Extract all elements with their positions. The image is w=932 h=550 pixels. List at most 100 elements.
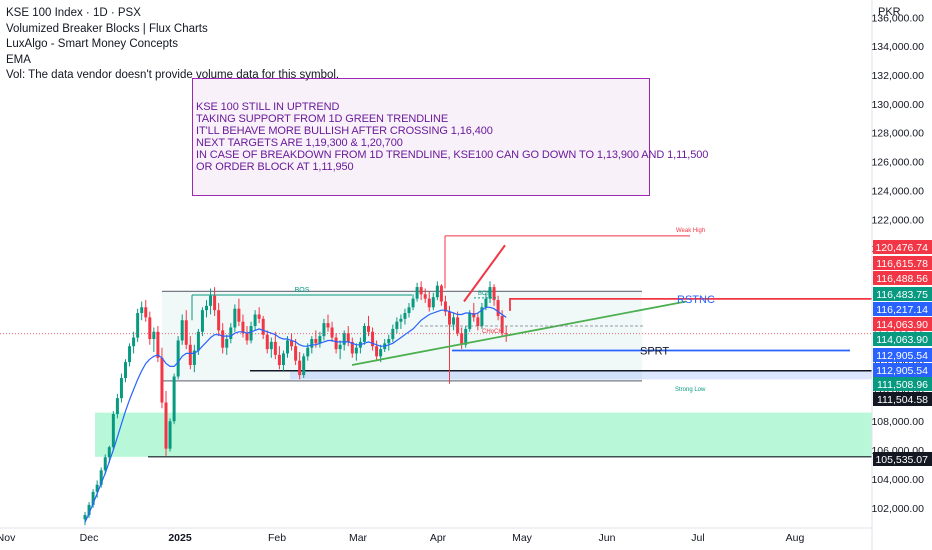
red-projection-line[interactable] (463, 244, 506, 303)
symbol-title[interactable]: KSE 100 Index · 1D · PSX (6, 7, 141, 19)
candle[interactable] (391, 324, 395, 342)
candle[interactable] (241, 314, 245, 338)
candle[interactable] (128, 343, 132, 367)
price-tag[interactable]: 116,615.78 (873, 256, 932, 270)
candle[interactable] (415, 282, 419, 302)
indicator-flux[interactable]: Volumized Breaker Blocks | Flux Charts (6, 22, 208, 35)
candle[interactable] (217, 302, 221, 337)
candle[interactable] (136, 308, 140, 342)
candle[interactable] (103, 454, 107, 475)
candle[interactable] (488, 281, 492, 303)
candle[interactable] (83, 512, 87, 526)
green-trendline[interactable] (351, 300, 687, 366)
candle[interactable] (192, 344, 196, 373)
candle[interactable] (132, 331, 136, 354)
indicator-luxalgo[interactable]: LuxAlgo - Smart Money Concepts (6, 38, 178, 50)
candle[interactable] (269, 337, 273, 358)
candle[interactable] (188, 336, 192, 370)
candle[interactable] (460, 327, 464, 350)
candle[interactable] (354, 343, 358, 361)
candle[interactable] (431, 292, 435, 311)
price-tag[interactable]: 114,063.90 (873, 317, 932, 331)
candle[interactable] (504, 326, 508, 342)
candle[interactable] (87, 502, 91, 518)
candle[interactable] (411, 294, 415, 311)
candle[interactable] (273, 331, 277, 360)
analysis-note[interactable]: KSE 100 STILL IN UPTREND TAKING SUPPORT … (192, 78, 708, 196)
price-tag[interactable]: 116,483.75 (873, 287, 932, 301)
candle[interactable] (375, 340, 379, 361)
demand-zone[interactable] (95, 412, 872, 457)
candle[interactable] (290, 333, 294, 351)
candle[interactable] (456, 311, 460, 337)
candle[interactable] (330, 321, 334, 342)
candle[interactable] (367, 315, 370, 337)
price-tag[interactable]: 120,476.74 (873, 240, 932, 254)
candle[interactable] (342, 330, 346, 351)
candle[interactable] (164, 390, 168, 456)
candle[interactable] (387, 334, 391, 351)
candle[interactable] (476, 313, 480, 331)
candle[interactable] (257, 307, 261, 324)
candle[interactable] (152, 327, 156, 352)
candle[interactable] (423, 288, 427, 303)
currency-label[interactable]: PKR (878, 6, 901, 18)
candle[interactable] (237, 298, 241, 327)
candle[interactable] (496, 295, 500, 321)
candle[interactable] (472, 302, 476, 322)
candle[interactable] (233, 304, 237, 332)
candle[interactable] (419, 281, 423, 301)
candle[interactable] (119, 373, 123, 403)
candle[interactable] (124, 359, 127, 383)
candle[interactable] (225, 334, 229, 355)
candle[interactable] (338, 340, 342, 360)
candle[interactable] (439, 284, 443, 306)
candle[interactable] (245, 326, 249, 345)
price-tag[interactable]: 105,535.07 (873, 452, 932, 466)
ema-line[interactable] (84, 306, 507, 523)
candle[interactable] (286, 336, 289, 358)
candle[interactable] (403, 308, 407, 325)
candle[interactable] (468, 310, 472, 332)
candle[interactable] (205, 300, 208, 318)
candle[interactable] (111, 411, 115, 451)
candle[interactable] (326, 314, 330, 332)
candle[interactable] (322, 318, 326, 341)
candle[interactable] (277, 346, 281, 370)
candle[interactable] (265, 330, 269, 354)
candle[interactable] (350, 337, 354, 358)
candle[interactable] (180, 314, 184, 345)
candle[interactable] (115, 393, 119, 419)
price-tag[interactable]: 116,488.56 (873, 271, 932, 285)
candle[interactable] (172, 373, 176, 425)
candle[interactable] (249, 321, 253, 344)
candle[interactable] (140, 301, 144, 321)
order-block-zone[interactable] (290, 370, 872, 380)
candle[interactable] (144, 300, 148, 322)
candle[interactable] (176, 336, 180, 380)
candle[interactable] (318, 331, 322, 348)
price-tag[interactable]: 116,217.14 (873, 302, 932, 316)
candle[interactable] (168, 418, 172, 452)
candle[interactable] (184, 310, 188, 350)
candle[interactable] (346, 326, 350, 347)
resistance-line[interactable] (509, 297, 872, 311)
candle[interactable] (253, 310, 257, 331)
candle[interactable] (281, 350, 285, 371)
candle[interactable] (221, 323, 225, 354)
candle[interactable] (407, 302, 411, 318)
candle[interactable] (213, 287, 217, 316)
candle[interactable] (399, 314, 403, 329)
candle[interactable] (362, 323, 366, 345)
candle[interactable] (395, 317, 399, 334)
candle[interactable] (200, 307, 204, 337)
price-tag[interactable]: 112,905.54 (873, 348, 932, 362)
candle[interactable] (294, 339, 298, 365)
candle[interactable] (427, 291, 431, 312)
candle[interactable] (443, 295, 447, 316)
price-tag[interactable]: 111,504.58 (873, 392, 932, 406)
candle[interactable] (448, 305, 451, 384)
price-tag[interactable]: 111,508.96 (873, 377, 932, 391)
candle[interactable] (209, 288, 213, 315)
